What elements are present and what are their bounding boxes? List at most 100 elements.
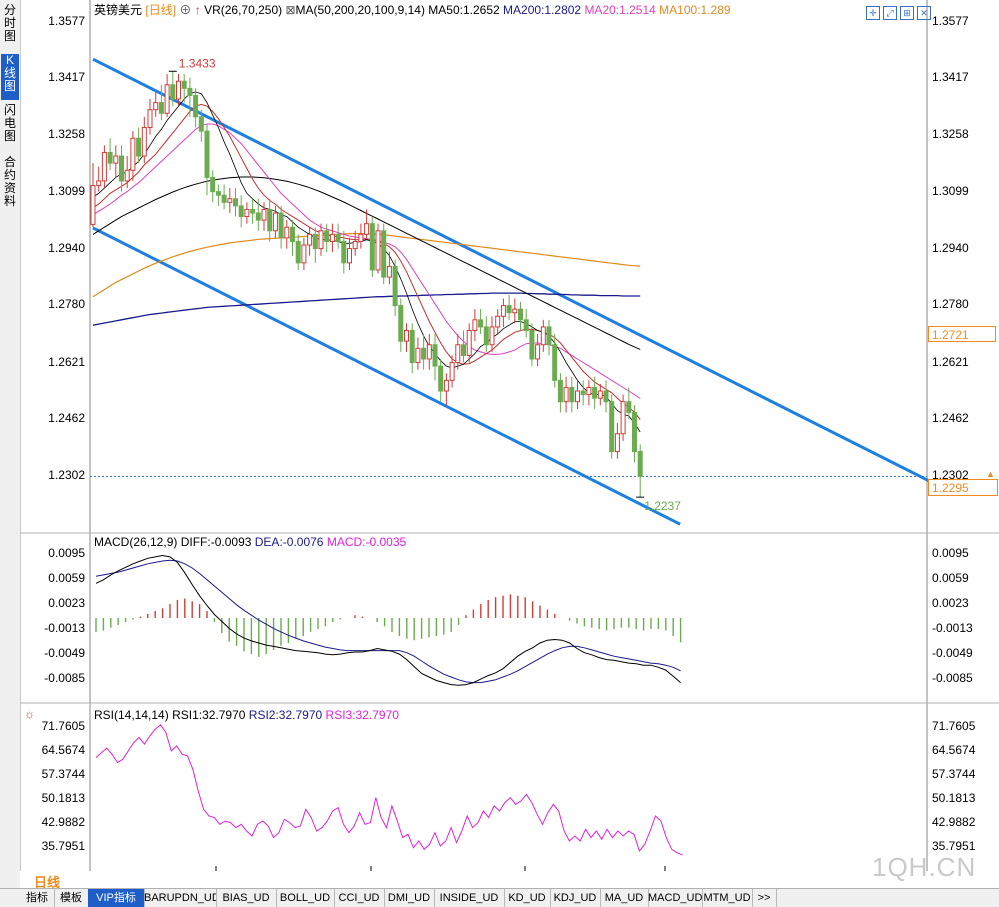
- settings-icon[interactable]: ⊕: [179, 3, 192, 17]
- close-icon[interactable]: ✕: [917, 6, 931, 20]
- crosshair-icon[interactable]: ✛: [866, 6, 880, 20]
- candle-up: [404, 330, 409, 342]
- ma-price-box: 1.2721: [928, 326, 996, 342]
- rsi-axis-left-tick: 35.7951: [42, 839, 86, 853]
- candle-down: [381, 230, 387, 278]
- candle-down: [557, 379, 563, 403]
- candle-up: [620, 401, 626, 435]
- indicator-tab[interactable]: DMI_UD: [384, 889, 435, 907]
- candle-up: [261, 208, 267, 221]
- candle-up: [96, 180, 102, 187]
- candle-up: [227, 198, 233, 203]
- candle-up: [540, 326, 546, 346]
- macd-dea-label: DEA:-0.0076: [254, 535, 324, 549]
- candle-up: [244, 208, 250, 218]
- candle-up: [141, 127, 147, 157]
- price-axis-right-tick: 1.2302: [932, 468, 969, 482]
- indicator-tab[interactable]: KDJ_UD: [550, 889, 601, 907]
- candle-up: [176, 80, 181, 100]
- rsi-axis-left-tick: 64.5674: [42, 743, 86, 757]
- rsi-header: RSI(14,14,14) RSI1:32.7970 RSI2:32.7970 …: [94, 708, 399, 722]
- candle-down: [603, 390, 609, 403]
- candle-up: [101, 151, 107, 182]
- rsi-settings-icon[interactable]: ☼: [24, 707, 35, 721]
- indicator-tab[interactable]: BARUPDN_UD: [144, 889, 217, 907]
- rsi-panel: [95, 724, 683, 856]
- rsi1-label: RSI1:32.7970: [172, 708, 246, 722]
- candle-down: [552, 344, 558, 381]
- indicator-tab[interactable]: KD_UD: [504, 889, 551, 907]
- expand-icon[interactable]: ⤢: [883, 6, 897, 20]
- indicator-tab[interactable]: VIP指标: [88, 889, 145, 907]
- candle-down: [238, 205, 244, 218]
- ma200-line: [92, 292, 641, 326]
- candle-down: [295, 240, 301, 264]
- tab-time-sharing[interactable]: 分时图: [3, 3, 16, 43]
- candle-down: [609, 401, 615, 453]
- indicator-tab[interactable]: 指标: [20, 889, 55, 907]
- candle-down: [187, 87, 193, 96]
- high-annotation: 1.3433: [179, 56, 216, 70]
- rsi-axis-right-tick: 50.1813: [932, 791, 976, 805]
- candle-down: [518, 308, 523, 321]
- candle-up: [386, 265, 392, 278]
- indicator-tab[interactable]: 模板: [54, 889, 89, 907]
- candle-down: [478, 319, 484, 328]
- indicator-tab[interactable]: >>: [752, 889, 777, 907]
- indicator-tab[interactable]: BOLL_UD: [276, 889, 335, 907]
- zoom-icon[interactable]: ⊞: [900, 6, 914, 20]
- candle-down: [198, 116, 204, 132]
- tab-kline[interactable]: K线图: [1, 54, 19, 100]
- candle-down: [523, 319, 529, 332]
- candle-up: [153, 102, 159, 111]
- candle-down: [421, 347, 427, 360]
- candle-up: [426, 344, 432, 360]
- candle-up: [164, 84, 170, 114]
- candle-down: [204, 130, 210, 178]
- rsi2-label: RSI2:32.7970: [248, 708, 323, 722]
- macd-axis-right-tick: 0.0095: [932, 546, 969, 560]
- macd-axis-right-tick: -0.0049: [932, 646, 973, 660]
- candle-up: [563, 386, 569, 403]
- rsi-axis-right-tick: 71.7605: [932, 719, 976, 733]
- candle-up: [284, 226, 290, 239]
- indicator-tab[interactable]: BIAS_UD: [216, 889, 277, 907]
- candle-down: [637, 451, 643, 477]
- indicator-tab[interactable]: MACD_UD: [648, 889, 703, 907]
- price-axis-left-tick: 1.2940: [48, 241, 85, 255]
- macd-axis-right-tick: 0.0023: [932, 596, 969, 610]
- candle-up: [130, 137, 136, 171]
- indicator-tab[interactable]: MTM_UD: [702, 889, 753, 907]
- candle-down: [267, 208, 273, 232]
- macd-axis-left-tick: 0.0023: [48, 596, 85, 610]
- price-axis-right-tick: 1.3417: [932, 70, 969, 84]
- tab-contract-info[interactable]: 合约资料: [3, 155, 16, 208]
- indicator-tab[interactable]: MA_UD: [600, 889, 649, 907]
- current-price-box: 1.2295: [928, 479, 998, 496]
- candle-up: [472, 319, 478, 332]
- candle-down: [632, 411, 637, 453]
- macd-axis-left-tick: -0.0013: [44, 621, 85, 635]
- candle-down: [210, 176, 216, 193]
- candle-down: [392, 265, 398, 307]
- candle-up: [329, 233, 335, 242]
- rsi-axis-left-tick: 57.3744: [42, 767, 86, 781]
- candle-down: [324, 230, 330, 242]
- side-tab-bar: 分时图 K线图 闪电图 合约资料: [0, 0, 21, 888]
- period-box[interactable]: 日线: [20, 871, 92, 890]
- candle-up: [364, 223, 370, 235]
- indicator-tab[interactable]: CCI_UD: [334, 889, 385, 907]
- axis-labels: 1.3577 1.3577 1.3417 1.3417 1.3258 1.3258 1.30…: [42, 14, 976, 871]
- candle-up: [375, 230, 381, 271]
- rsi-axis-left-tick: 42.9882: [42, 815, 86, 829]
- candle-down: [136, 137, 142, 157]
- candle-down: [592, 386, 598, 399]
- macd-axis-left-tick: 0.0095: [48, 546, 85, 560]
- channel-upper-line: [92, 57, 932, 484]
- candle-down: [369, 223, 375, 271]
- indicator-tab[interactable]: INSIDE_UD: [434, 889, 505, 907]
- tab-lightning[interactable]: 闪电图: [3, 103, 16, 143]
- candle-down: [506, 305, 512, 314]
- rsi-axis-right-tick: 35.7951: [932, 839, 976, 853]
